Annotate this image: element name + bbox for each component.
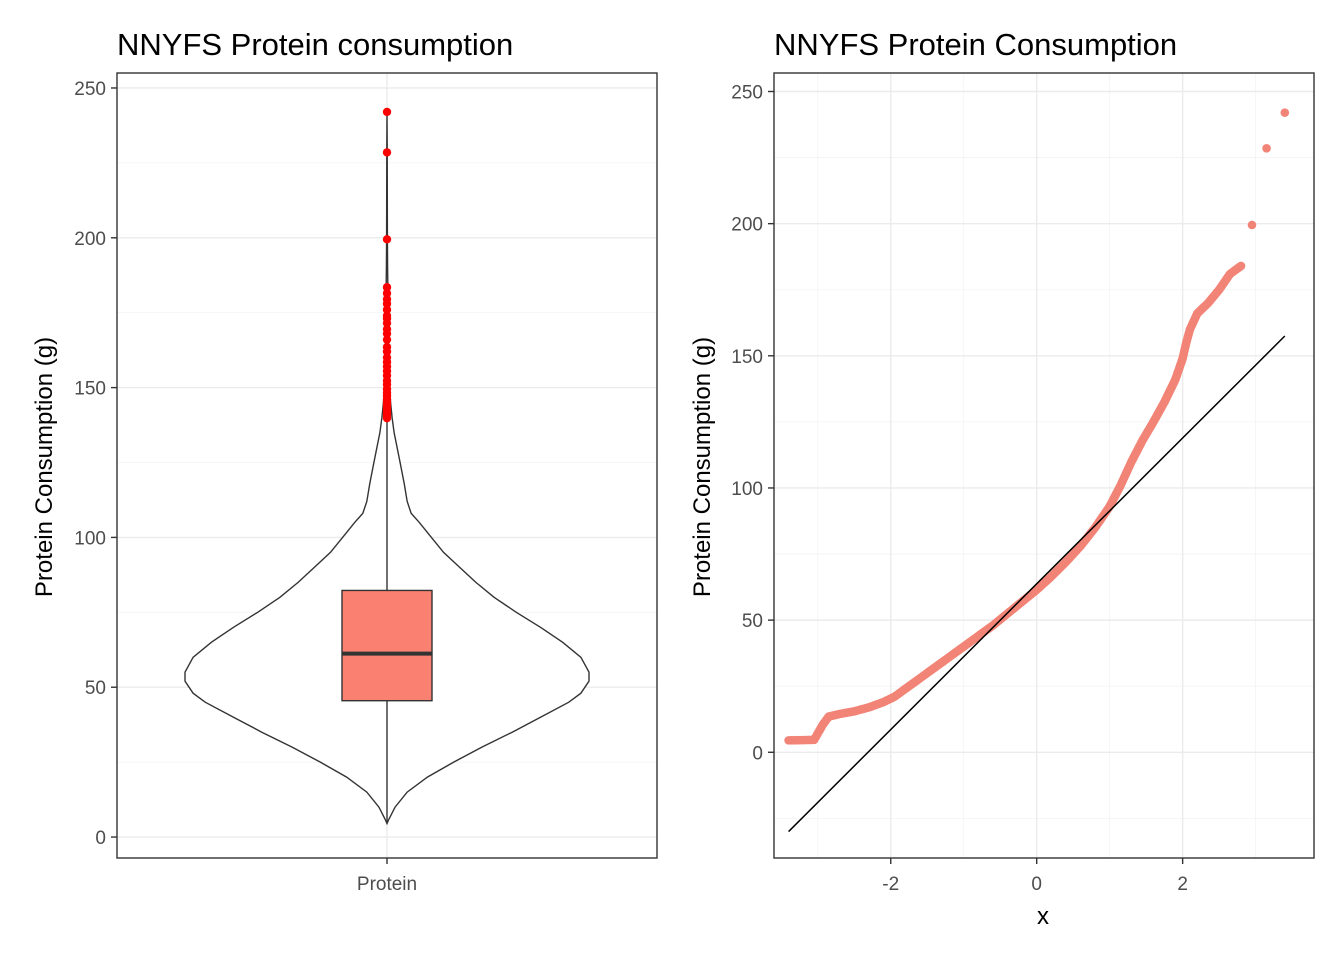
qq-x-axis-title: x <box>1037 903 1049 930</box>
outlier-point <box>382 283 392 292</box>
outlier-point <box>382 295 392 304</box>
y-tick-label: 150 <box>74 379 106 400</box>
violin-y-axis: 0 50 100 150 200 250 <box>74 79 117 849</box>
outlier-point <box>382 335 392 344</box>
outlier-point <box>382 353 392 362</box>
qq-point <box>1262 144 1271 153</box>
outlier-point <box>382 289 392 298</box>
qq-point <box>1280 108 1290 117</box>
y-tick-label: 200 <box>74 229 106 250</box>
outlier-point <box>382 324 392 334</box>
x-tick-label: 2 <box>1177 874 1188 895</box>
x-tick-label: Protein <box>357 874 417 895</box>
qq-chart-title: NNYFS Protein Consumption <box>774 27 1177 62</box>
qq-point <box>1247 220 1257 230</box>
qq-y-axis: 0 50 100 150 200 250 <box>731 83 774 764</box>
qq-point <box>1235 262 1245 272</box>
qq-grid <box>774 73 1314 858</box>
outlier-point <box>382 107 392 117</box>
y-tick-label: 100 <box>74 528 106 549</box>
y-tick-label: 200 <box>731 215 763 236</box>
y-tick-label: 250 <box>74 79 106 100</box>
outlier-point <box>382 305 392 314</box>
y-tick-label: 50 <box>85 678 106 699</box>
qq-y-axis-title: Protein Consumption (g) <box>689 337 716 597</box>
boxplot-group <box>341 419 433 824</box>
qq-x-axis: -2 0 2 <box>882 858 1188 895</box>
x-tick-label: -2 <box>882 874 899 895</box>
violin-y-axis-title: Protein Consumption (g) <box>31 337 58 597</box>
outlier-point <box>382 342 392 352</box>
x-tick-label: 0 <box>1031 874 1042 895</box>
qq-panel: NNYFS Protein Consumption Protein Consum… <box>689 27 1315 930</box>
y-tick-label: 250 <box>731 83 763 104</box>
y-tick-label: 0 <box>752 743 763 764</box>
violin-chart-title: NNYFS Protein consumption <box>117 27 513 62</box>
qq-reference-line-group <box>788 335 1286 833</box>
qq-panel-border <box>773 72 1315 859</box>
violin-panel: NNYFS Protein consumption Protein Consum… <box>31 27 658 895</box>
outlier-point <box>382 311 392 320</box>
y-tick-label: 0 <box>95 828 106 849</box>
outlier-points <box>382 107 392 423</box>
violin-x-axis: Protein <box>357 858 417 895</box>
y-tick-label: 100 <box>731 479 763 500</box>
box-iqr <box>341 589 433 702</box>
outlier-point <box>382 148 392 157</box>
outlier-point <box>382 235 392 244</box>
y-tick-label: 150 <box>731 347 763 368</box>
qq-reference-line <box>788 335 1286 833</box>
y-tick-label: 50 <box>742 611 763 632</box>
